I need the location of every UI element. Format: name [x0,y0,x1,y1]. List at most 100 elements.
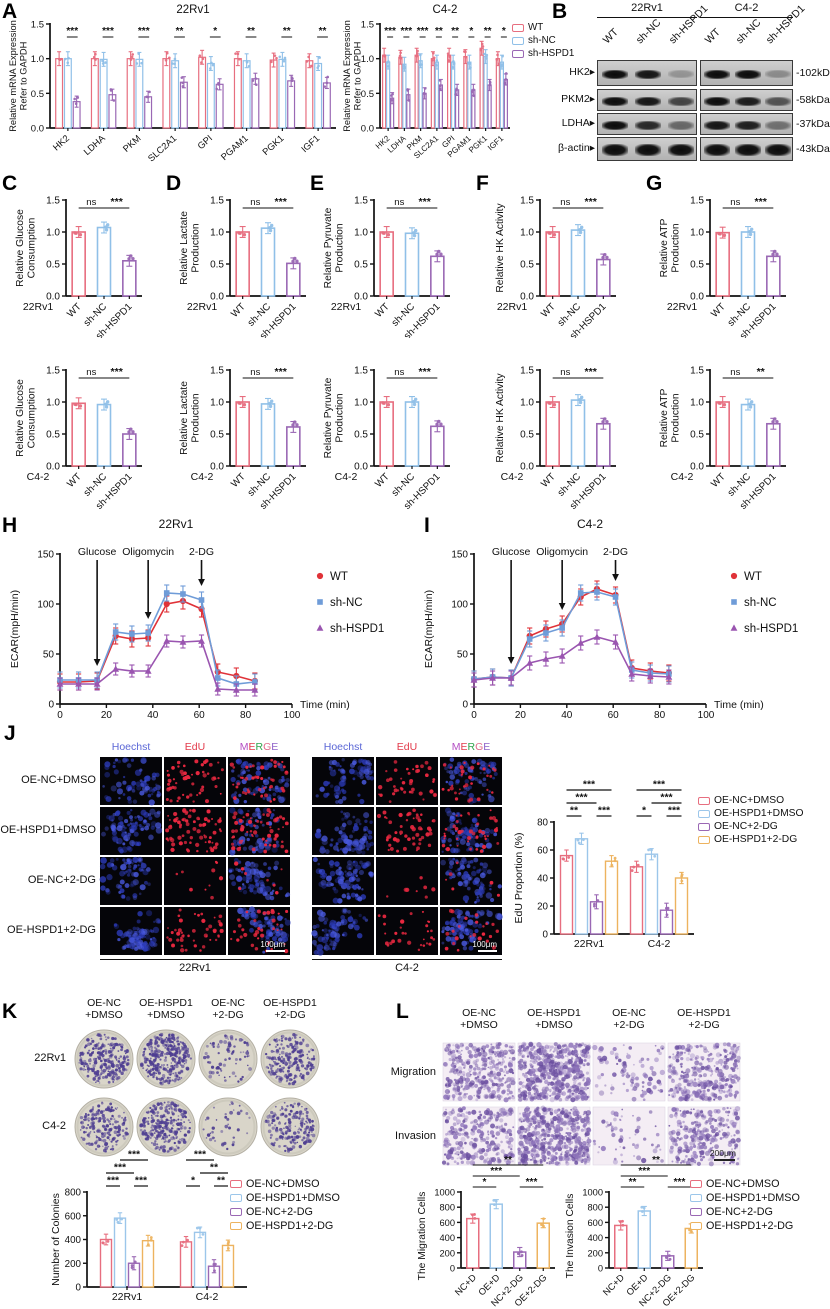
colony-dot [112,1046,116,1050]
y-tick-label: 0.5 [210,260,224,271]
nucleus-dot [139,790,145,796]
colony-dot [95,1081,97,1084]
colony-dot [96,1055,100,1059]
replicate-dot [497,62,501,66]
edu-dot [192,820,196,824]
nucleus-dot [463,879,467,884]
replicate-dot [291,423,295,427]
colony-dot [143,1057,148,1061]
chart-atp-c42: Relative ATP Production0.00.51.01.5WTsh-N… [659,366,786,510]
colony-dot [123,1137,126,1140]
nucleus-dot [321,883,327,889]
colony-dot [212,1045,215,1049]
colony-dot [280,1043,283,1046]
nucleus-dot [485,831,490,837]
replicate-dot [198,1226,202,1230]
nucleus-dot [335,800,339,804]
nucleus-dot [112,812,117,817]
edu-dot [489,809,492,812]
colony-dot [101,1050,105,1053]
colony-dot [232,1109,235,1111]
edu-dot [178,842,182,845]
replicate-dot [415,54,419,58]
x-category-label: LDHA [386,133,408,154]
replicate-dot [578,230,583,235]
edu-dot [180,870,184,874]
edu-dot [468,829,473,834]
colony-dot [275,1137,279,1141]
colony-dot [238,1037,243,1042]
colony-dot [307,1061,311,1065]
nucleus-dot [101,831,106,837]
colony-dot [284,1052,289,1057]
nucleus-dot [475,891,480,896]
nucleus-dot [363,828,367,832]
nucleus-dot [104,826,109,831]
edu-dot [277,827,280,831]
colony-dot [227,1123,230,1126]
colony-dot [100,1132,104,1136]
colony-dot [169,1121,173,1125]
colony-dot [155,1077,159,1081]
replicate-dot [255,83,258,87]
edu-dot [212,830,217,835]
nucleus-dot [255,770,262,776]
colony-dot [220,1069,223,1072]
colony-dot [222,1063,226,1067]
nucleus-dot [450,921,453,924]
edu-dot [447,788,450,792]
edu-dot [230,937,233,941]
legend-label: sh-NC [330,597,363,609]
colony-dot [278,1039,281,1042]
replicate-dot [135,62,139,65]
colony-dot [111,1123,115,1126]
nucleus-dot [282,936,289,943]
cell-dot [496,1043,499,1047]
colony-dot [285,1064,287,1066]
nucleus-dot [474,777,479,781]
nucleus-dot [449,815,455,820]
nucleus-dot [256,812,260,817]
colony-dot [274,1105,277,1108]
sig-mark: *** [111,366,124,378]
colony-dot [301,1117,305,1121]
nucleus-dot [313,950,319,955]
edu-dot [265,821,270,826]
colony-dot [92,1067,96,1071]
colony-dot [109,1117,113,1121]
colony-dot [227,1045,231,1049]
arrow-head [144,612,152,619]
colony-dot [171,1067,175,1071]
blot-target-label: HK2▸ [569,66,595,78]
edu-dot [218,876,224,881]
nucleus-dot [328,947,332,951]
edu-dot [167,814,170,817]
nucleus-dot [284,919,291,926]
annotation-label: Oligomycin [536,546,588,558]
blot-band [765,70,792,78]
replicate-dot [402,64,406,67]
edu-dot [428,828,432,832]
edu-dot [283,942,286,946]
y-axis-label: Production [335,393,346,443]
bar [379,401,394,467]
edu-dot [179,948,185,953]
nucleus-dot [319,786,325,792]
colony-dot [166,1150,170,1153]
nucleus-dot [257,815,262,820]
nucleus-dot [341,796,347,801]
nucleus-dot [451,872,455,876]
replicate-dot [64,57,67,61]
cell-line-label: 22Rv1 [667,301,698,313]
nucleus-dot [477,844,480,848]
panel-d-label: D [166,172,182,195]
colony-dot [106,1118,109,1121]
edu-dot [448,872,453,877]
sig-mark: ** [570,805,579,817]
colony-dot [99,1049,102,1051]
blot-band [602,120,628,130]
legend-swatch [230,1208,242,1216]
replicate-dot [771,252,775,257]
colony-dot [88,1135,91,1138]
colony-dot [120,1048,123,1052]
